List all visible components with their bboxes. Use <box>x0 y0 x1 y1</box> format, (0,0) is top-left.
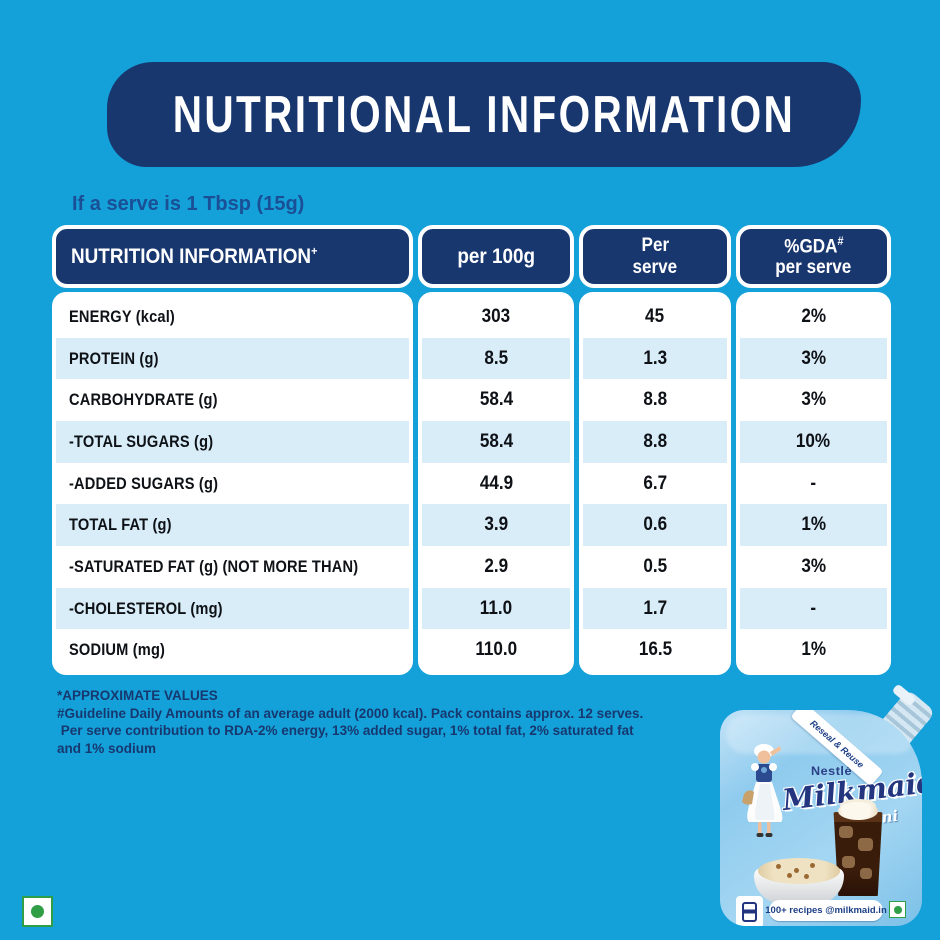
value-cell: 1.7 <box>583 587 727 630</box>
table-header-per-serve: Per serve <box>579 225 731 288</box>
value-cell: 16.5 <box>583 629 727 671</box>
page-title: NUTRITIONAL INFORMATION <box>172 85 796 144</box>
value-cell: 8.8 <box>583 379 727 422</box>
value-cell: - <box>740 587 887 630</box>
product-pouch: Nestlé Milkmaid mini <box>720 683 936 928</box>
title-banner: NUTRITIONAL INFORMATION <box>107 62 861 167</box>
value-cell: - <box>740 462 887 505</box>
serve-size-note: If a serve is 1 Tbsp (15g) <box>72 193 305 215</box>
header-col1-label: NUTRITION INFORMATION <box>71 245 312 268</box>
table-column-labels: ENERGY (kcal) PROTEIN (g) CARBOHYDRATE (… <box>52 292 413 675</box>
value-cell: 2.9 <box>422 546 570 588</box>
value-cell: 0.5 <box>583 546 727 588</box>
value-cell: 10% <box>740 421 887 463</box>
table-row: -ADDED SUGARS (g) <box>56 462 409 505</box>
milkmaid-character-icon <box>742 744 783 837</box>
value-cell: 2% <box>740 296 887 338</box>
header-col3-line1: Per <box>641 235 669 257</box>
veg-mark-icon <box>22 896 53 927</box>
value-cell: 58.4 <box>422 379 570 422</box>
table-row: CARBOHYDRATE (g) <box>56 379 409 422</box>
cream-swirl-icon <box>838 802 878 820</box>
table-header-per-100g: per 100g <box>418 225 574 288</box>
table-header-gda-per-serve: %GDA# per serve <box>736 225 891 288</box>
value-cell: 3% <box>740 546 887 588</box>
nestle-logo: Nestlé <box>811 764 853 778</box>
value-cell: 6.7 <box>583 462 727 505</box>
header-col4-line1: %GDA <box>783 235 838 257</box>
recipes-pill-label: 100+ recipes @milkmaid.in <box>765 905 887 916</box>
header-col3-line2: serve <box>632 256 678 278</box>
footnote-approximate-values: *APPROXIMATE VALUES <box>57 688 218 703</box>
value-cell: 1.3 <box>583 337 727 380</box>
footnote-gda-line3: and 1% sodium <box>57 740 157 756</box>
value-cell: 3% <box>740 337 887 380</box>
value-cell: 45 <box>583 296 727 338</box>
footnote-gda-line1: #Guideline Daily Amounts of an average a… <box>57 705 644 721</box>
milkmaid-tin-icon <box>736 896 763 926</box>
value-cell: 44.9 <box>422 462 570 505</box>
value-cell: 11.0 <box>422 587 570 630</box>
value-cell: 303 <box>422 296 570 338</box>
table-row: -CHOLESTEROL (mg) <box>56 587 409 630</box>
kheer-bowl-icon <box>754 856 844 908</box>
value-cell: 110.0 <box>422 629 570 671</box>
header-col1-superscript: + <box>311 244 318 258</box>
value-cell: 8.5 <box>422 337 570 380</box>
table-column-per-serve: 45 1.3 8.8 8.8 6.7 0.6 0.5 1.7 16.5 <box>579 292 731 675</box>
table-column-gda: 2% 3% 3% 10% - 1% 3% - 1% <box>736 292 891 675</box>
veg-mark-small-icon <box>889 901 906 918</box>
value-cell: 1% <box>740 504 887 547</box>
table-row: -TOTAL SUGARS (g) <box>56 421 409 463</box>
table-row: TOTAL FAT (g) <box>56 504 409 547</box>
table-row: SODIUM (mg) <box>56 629 409 671</box>
table-header-nutrition-information: NUTRITION INFORMATION+ <box>52 225 413 288</box>
value-cell: 8.8 <box>583 421 727 463</box>
pouch-body: Nestlé Milkmaid mini <box>720 710 922 926</box>
header-col4-superscript: # <box>837 233 844 248</box>
table-row: -SATURATED FAT (g) (NOT MORE THAN) <box>56 546 409 588</box>
recipes-pill: 100+ recipes @milkmaid.in <box>765 900 887 921</box>
coffee-glass-icon <box>833 812 883 896</box>
value-cell: 1% <box>740 629 887 671</box>
header-col2-label: per 100g <box>457 244 535 268</box>
header-col4-line2: per serve <box>775 257 852 279</box>
value-cell: 3.9 <box>422 504 570 547</box>
value-cell: 0.6 <box>583 504 727 547</box>
table-row: ENERGY (kcal) <box>56 296 409 338</box>
footnotes: *APPROXIMATE VALUES #Guideline Daily Amo… <box>57 687 643 757</box>
table-column-per-100g: 303 8.5 58.4 58.4 44.9 3.9 2.9 11.0 110.… <box>418 292 574 675</box>
value-cell: 3% <box>740 379 887 422</box>
table-row: PROTEIN (g) <box>56 337 409 380</box>
footnote-gda-line2: Per serve contribution to RDA-2% energy,… <box>57 723 634 738</box>
value-cell: 58.4 <box>422 421 570 463</box>
veg-dot-icon <box>31 905 44 918</box>
